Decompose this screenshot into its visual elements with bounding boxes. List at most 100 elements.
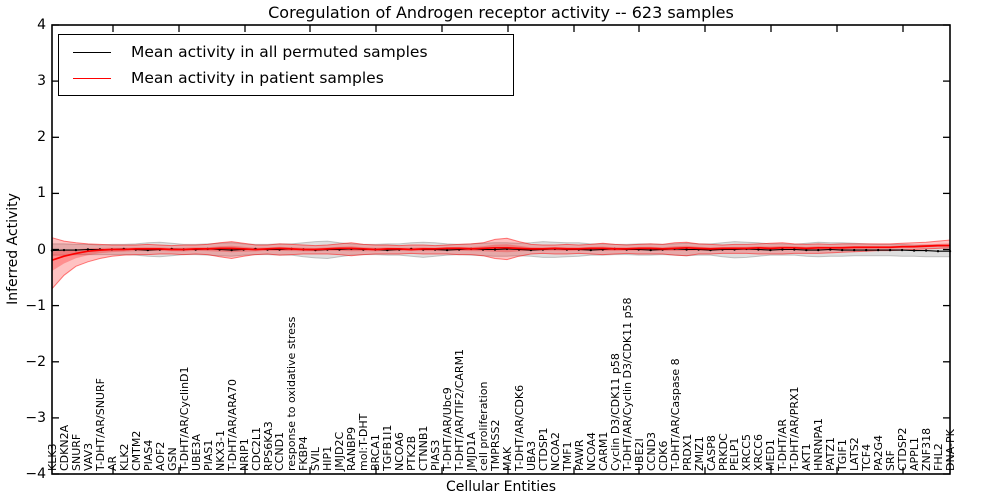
x-tick-label: UBA3 <box>524 440 538 471</box>
x-tick-label: ZMIZ1 <box>692 436 706 471</box>
y-tick-label: 2 <box>37 129 46 146</box>
x-tick-label: TGIF1 <box>836 439 850 471</box>
x-tick-label: JMJD1A <box>465 432 479 471</box>
x-tick-label: GSN <box>165 447 179 471</box>
x-tick-label: CCND1 <box>273 431 287 471</box>
patient-band-inner <box>52 243 950 271</box>
x-tick-label: NRIP1 <box>237 438 251 471</box>
x-tick-label: NCOA4 <box>584 432 598 471</box>
x-axis-label: Cellular Entities <box>445 479 557 495</box>
x-tick-label: TCF4 <box>860 443 874 471</box>
y-tick-label: 4 <box>37 17 46 33</box>
permuted-mean-marker <box>445 248 449 252</box>
chart-title: Coregulation of Androgen receptor activi… <box>268 3 734 22</box>
x-tick-label: cell proliferation <box>477 381 491 471</box>
x-tick-label: TMPRSS2 <box>489 419 502 471</box>
x-tick-label: KLK2 <box>117 443 131 471</box>
x-tick-label: PRKDC <box>716 433 730 471</box>
permuted-mean-marker <box>924 249 928 252</box>
permuted-mean-marker <box>936 250 940 253</box>
x-tick-label: DNA-PK <box>944 429 957 471</box>
x-tick-label: MAK <box>500 446 514 471</box>
permuted-mean-marker <box>877 248 880 252</box>
permuted-mean-marker <box>888 248 892 252</box>
permuted-mean-marker <box>493 248 497 251</box>
x-tick-label: PTK2B <box>405 435 419 471</box>
permuted-mean-marker <box>853 248 856 252</box>
legend-label-patient: Mean activity in patient samples <box>131 69 384 87</box>
permuted-mean-marker <box>62 248 66 252</box>
y-tick-label: −1 <box>25 297 46 314</box>
x-tick-label: PAWR <box>572 439 586 471</box>
x-tick-label: MED1 <box>764 439 778 471</box>
x-tick-label: RANBP9 <box>345 426 359 471</box>
x-tick-label: PELP1 <box>728 437 742 471</box>
x-tick-label: response to oxidative stress <box>285 316 299 471</box>
x-tick-label: SVIL <box>309 447 323 471</box>
x-tick-label: CDKN2A <box>57 424 71 471</box>
x-tick-label: CARM1 <box>596 431 610 471</box>
x-tick-label: T-DHT/AR/SNURF <box>93 378 107 471</box>
legend-label-permuted: Mean activity in all permuted samples <box>131 43 428 61</box>
x-tick-label: XRCC5 <box>740 434 754 471</box>
x-tick-label: CDK6 <box>656 440 670 471</box>
permuted-mean-marker <box>685 248 688 251</box>
x-tick-label: BRCA1 <box>369 434 383 471</box>
x-tick-label: APPL1 <box>908 437 922 471</box>
x-tick-label: HNRNPA1 <box>812 418 826 471</box>
x-tick-label: HIP1 <box>321 445 335 471</box>
permuted-mean-marker <box>805 248 808 252</box>
y-tick-label: 1 <box>37 185 46 202</box>
x-tick-label: PIAS3 <box>429 439 443 471</box>
x-tick-label: PIAS4 <box>141 439 155 471</box>
x-tick-label: XRCC6 <box>752 434 766 471</box>
y-tick-label: 0 <box>37 241 46 258</box>
legend-line-black-icon <box>73 51 111 53</box>
x-tick-label: CTDSP1 <box>536 427 550 471</box>
legend-entry-patient: Mean activity in patient samples <box>59 65 513 91</box>
x-tick-label: RPS6KA3 <box>261 421 275 471</box>
legend-entry-permuted: Mean activity in all permuted samples <box>59 39 513 65</box>
x-tick-label: CTDSP2 <box>896 427 910 471</box>
permuted-mean-marker <box>841 248 844 252</box>
permuted-mean-marker <box>86 248 90 251</box>
y-tick-label: −4 <box>25 466 46 482</box>
x-tick-label: AR <box>105 455 119 471</box>
y-tick-label: 3 <box>37 73 46 90</box>
x-tick-label: T-DHT/AR/Ubc9 <box>441 387 455 471</box>
permuted-mean-marker <box>829 248 832 251</box>
y-tick-label: −3 <box>25 409 46 426</box>
permuted-mean-marker <box>900 248 904 252</box>
x-tick-label: T-DHT/AR/CDK6 <box>512 384 526 471</box>
x-tick-label: PATZ1 <box>824 437 838 471</box>
x-tick-label: TMF1 <box>560 441 574 471</box>
permuted-mean-marker <box>781 248 784 251</box>
permuted-mean-marker <box>817 248 820 252</box>
x-tick-label: T-DHT/AR/Caspase 8 <box>668 358 682 471</box>
x-tick-label: AKT1 <box>800 443 814 471</box>
x-tick-label: mol:T-DHT <box>357 413 371 471</box>
x-tick-label: ZNF318 <box>920 427 934 471</box>
x-tick-label: FHL2 <box>932 443 946 471</box>
x-tick-label: UBE3A <box>189 433 203 471</box>
x-tick-label: UBE2I <box>632 438 646 471</box>
permuted-mean-marker <box>912 249 916 252</box>
x-tick-label: SRF <box>884 450 898 471</box>
x-tick-label: PIAS1 <box>201 439 215 471</box>
permuted-mean-marker <box>230 248 233 252</box>
x-tick-label: LATS2 <box>848 437 862 471</box>
x-tick-label: CTNNB1 <box>417 425 431 471</box>
permuted-mean-marker <box>74 248 78 252</box>
permuted-mean-marker <box>769 248 772 252</box>
x-tick-label: NCOA6 <box>393 432 407 471</box>
x-tick-label: T-DHT/AR/CyclinD1 <box>177 366 191 471</box>
patient-mean-line <box>51 244 950 262</box>
legend-line-red-icon <box>73 77 111 79</box>
x-tick-label: T-DHT/AR/ARA70 <box>225 379 239 471</box>
x-tick-label: FKBP4 <box>297 436 311 471</box>
permuted-mean-marker <box>865 248 868 252</box>
permuted-mean-marker <box>793 248 796 251</box>
x-tick-label: T-DHT/AR <box>776 418 790 471</box>
